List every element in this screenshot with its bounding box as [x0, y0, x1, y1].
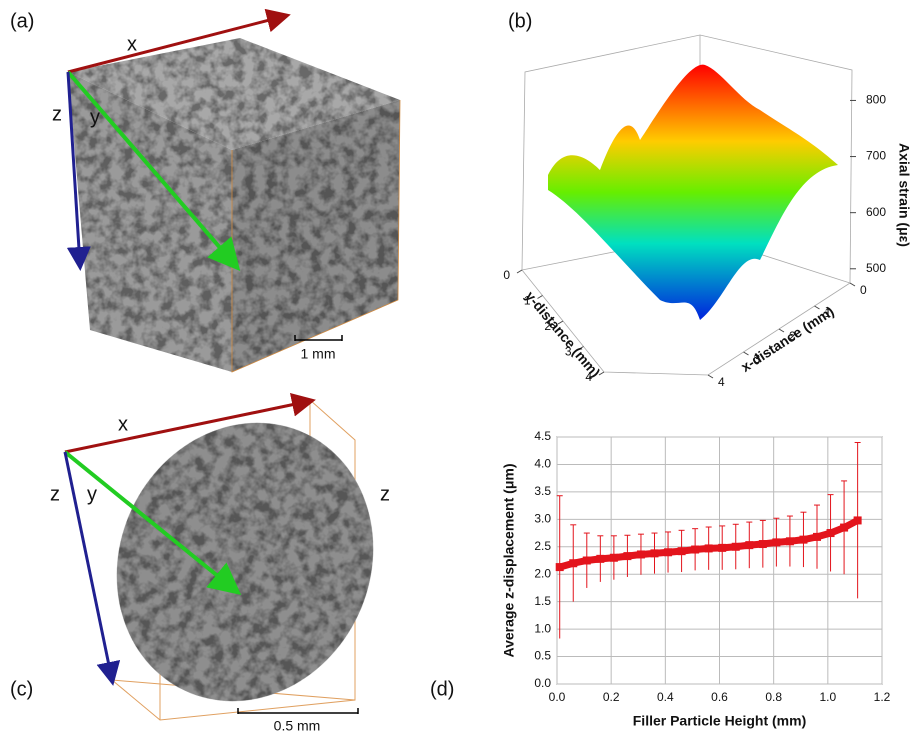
- axis-title: Axial strain (με): [896, 143, 912, 247]
- x-tick-label: 1.2: [874, 690, 891, 704]
- surface: [548, 64, 838, 320]
- tick-mark: [707, 374, 714, 379]
- y-arrow: [66, 70, 241, 272]
- scale-bar: [294, 335, 343, 341]
- marker: [596, 554, 605, 563]
- y-tick-label: 3.0: [534, 512, 551, 526]
- x-tick-label: 0.8: [765, 690, 782, 704]
- axis-title: x-distance (mm): [738, 303, 837, 375]
- x-tick-label: 0.6: [711, 690, 728, 704]
- marker: [623, 552, 632, 561]
- marker: [745, 541, 754, 550]
- tick-mark: [516, 269, 523, 274]
- x-arrow: [67, 8, 291, 74]
- marker: [704, 544, 713, 553]
- x-tick-label: 3: [754, 352, 761, 366]
- y-tick-label: 2.5: [534, 539, 551, 553]
- y-tick-label: 1.5: [534, 594, 551, 608]
- marker: [582, 556, 591, 565]
- z-tick-label: 500: [866, 261, 886, 275]
- marker: [813, 532, 821, 541]
- axis-label: z: [380, 483, 390, 505]
- z-tick-label: 700: [866, 149, 886, 163]
- y-tick-label: 0: [503, 268, 510, 282]
- x-tick-label: 4: [718, 375, 725, 389]
- y-tick-label: 1.0: [534, 621, 551, 635]
- y-tick-label: 4.0: [534, 457, 551, 471]
- tick-mark: [778, 328, 785, 333]
- marker: [853, 516, 862, 525]
- scale-label: 1 mm: [301, 346, 336, 362]
- panel-label: (d): [430, 678, 454, 700]
- y-tick-label: 2.0: [534, 566, 551, 580]
- marker: [691, 545, 700, 554]
- y-tick-label: 0.0: [534, 676, 551, 690]
- tick-mark: [814, 305, 820, 310]
- x-tick-label: 0.4: [657, 690, 674, 704]
- panel-label: (a): [10, 10, 34, 32]
- axis-title: y-distance (mm): [522, 288, 603, 381]
- y-tick-label: 4.5: [534, 429, 551, 443]
- y-tick-label: 3: [565, 345, 572, 359]
- marker: [718, 543, 727, 552]
- axis-label: y: [87, 483, 97, 505]
- x-tick-label: 0.2: [603, 690, 620, 704]
- marker: [758, 540, 767, 549]
- marker: [569, 559, 578, 568]
- y-tick-label: 0.5: [534, 649, 551, 663]
- marker: [799, 535, 808, 544]
- y-tick-label: 1: [524, 294, 531, 308]
- z-tick-label: 800: [866, 93, 886, 107]
- axis-label: y: [90, 106, 100, 128]
- z-arrow: [63, 451, 121, 686]
- marker: [785, 537, 794, 546]
- x-tick-label: 1: [825, 306, 832, 320]
- tick-mark: [537, 295, 543, 299]
- marker: [664, 548, 673, 557]
- tick-mark: [743, 351, 749, 356]
- z-tick-label: 600: [866, 205, 886, 219]
- panel-label: (c): [10, 678, 33, 700]
- x-tick-label: 0: [860, 283, 867, 297]
- marker: [826, 529, 835, 538]
- tick-mark: [598, 371, 605, 376]
- x-arrow: [64, 392, 316, 454]
- marker: [840, 523, 849, 532]
- axis-label: z: [52, 103, 62, 125]
- marker: [636, 550, 645, 559]
- marker: [772, 538, 781, 547]
- cube: [68, 38, 400, 372]
- marker: [731, 542, 740, 551]
- marker: [650, 549, 659, 558]
- axis-label: x: [118, 413, 128, 435]
- panel-label: (b): [508, 10, 532, 32]
- x-tick-label: 2: [789, 329, 796, 343]
- marker: [677, 547, 686, 556]
- z-arrow: [66, 71, 91, 271]
- axis-title: Filler Particle Height (mm): [633, 713, 806, 729]
- tick-mark: [849, 282, 856, 287]
- marker: [609, 553, 618, 562]
- disc: [116, 422, 374, 702]
- tick-mark: [557, 320, 564, 325]
- x-tick-label: 0.0: [549, 690, 566, 704]
- axis-title: Average z-displacement (μm): [501, 464, 517, 658]
- y-tick-label: 3.5: [534, 484, 551, 498]
- scale-bar: [237, 708, 359, 714]
- axis-label: x: [127, 33, 137, 55]
- marker: [555, 563, 564, 572]
- y-tick-label: 4: [585, 370, 592, 384]
- tick-mark: [578, 346, 584, 350]
- y-arrow: [63, 450, 242, 596]
- y-tick-label: 2: [544, 319, 551, 333]
- x-tick-label: 1.0: [819, 690, 836, 704]
- axis-label: z: [50, 483, 60, 505]
- scale-label: 0.5 mm: [274, 718, 321, 734]
